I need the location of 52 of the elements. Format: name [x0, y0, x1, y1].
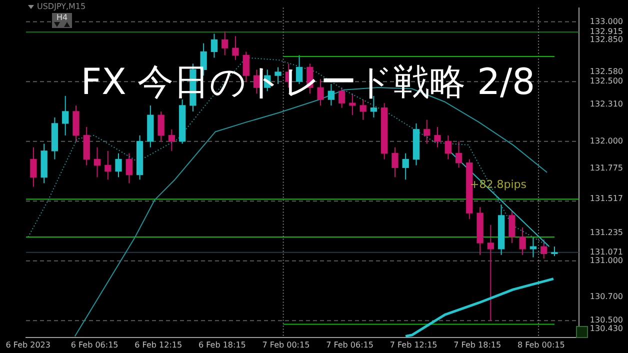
y-tick-label: 131.517 [590, 194, 624, 204]
x-tick-label: 7 Feb 12:15 [390, 340, 438, 350]
x-tick-label: 7 Feb 18:15 [454, 340, 502, 350]
candlestick [242, 51, 250, 82]
y-tick-label: 131.071 [590, 247, 624, 256]
candlestick [62, 95, 69, 136]
candlestick [126, 152, 132, 184]
x-tick-label: 6 Feb 2023 [6, 340, 50, 350]
x-tick-label: 7 Feb 06:15 [326, 340, 374, 350]
candlestick [508, 210, 516, 244]
candlestick [104, 150, 112, 180]
y-tick-label: 131.775 [590, 163, 624, 172]
candlestick [115, 152, 122, 178]
y-tick-label: 130.500 [590, 316, 624, 325]
y-tick-label: 131.000 [590, 256, 624, 265]
candlestick [168, 128, 176, 152]
candlestick [210, 33, 218, 58]
candlestick [274, 66, 282, 84]
y-tick-label: 133.000 [590, 16, 624, 26]
annotation: USDJPY,M15 [37, 2, 86, 11]
candlestick [222, 30, 228, 56]
candlestick [392, 146, 398, 178]
candlestick [30, 146, 37, 188]
y-tick-label: 132.500 [590, 76, 624, 86]
y-tick-label: 132.310 [590, 99, 624, 108]
candlestick [487, 224, 494, 322]
y-tick-label: 131.235 [590, 228, 624, 237]
candlestick [158, 110, 164, 142]
x-tick-label: 6 Feb 12:15 [134, 340, 182, 350]
x-tick-label: 6 Feb 18:15 [198, 340, 246, 350]
candlestick [530, 236, 537, 258]
y-tick-label: 132.000 [590, 136, 624, 146]
y-tick-label: 130.700 [590, 292, 624, 301]
x-tick-label: 6 Feb 06:15 [70, 340, 118, 350]
candlestick [519, 226, 526, 256]
candlestick [232, 36, 239, 61]
annotation: H4 [55, 13, 69, 22]
candlestick [424, 119, 430, 144]
candlestick [360, 98, 366, 120]
y-tick-label: 132.580 [590, 67, 624, 76]
candlestick [455, 140, 462, 168]
candlestick [551, 246, 558, 257]
candlestick [402, 152, 409, 180]
y-tick-label: 132.850 [590, 34, 624, 44]
candlestick [444, 134, 452, 160]
x-tick-label: 7 Feb 00:15 [262, 340, 310, 350]
candlestick [94, 146, 101, 178]
candlestick [540, 238, 548, 259]
y-tick-label: 130.430 [590, 324, 624, 334]
candlestick [434, 126, 441, 148]
y-tick-label: 132.915 [590, 27, 624, 36]
x-tick-label: 8 Feb 00:15 [517, 340, 565, 350]
